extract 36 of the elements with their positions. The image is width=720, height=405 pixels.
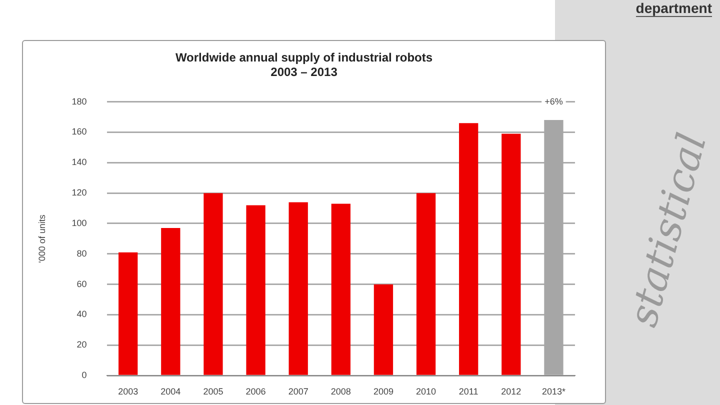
y-tick-label: 180 (72, 96, 87, 106)
bar (459, 123, 478, 375)
y-tick-label: 100 (72, 218, 87, 228)
bar (288, 202, 308, 375)
bar (204, 193, 223, 375)
x-tick-label: 2012 (501, 386, 522, 396)
y-tick-label: 20 (76, 340, 87, 350)
text: department (636, 0, 712, 17)
text: 2003 – 2013 (270, 64, 338, 79)
x-tick-label: 2005 (203, 386, 224, 396)
bar (161, 228, 180, 375)
x-tick-label: 2006 (246, 386, 266, 396)
x-tick-label: 2010 (416, 386, 436, 396)
y-axis-title: '000 of units (36, 214, 47, 263)
bar (331, 204, 350, 375)
x-tick-label: 2008 (330, 386, 351, 396)
y-tick-label: 60 (76, 278, 87, 289)
bar (374, 284, 394, 375)
x-tick-label: 2013* (542, 386, 566, 396)
y-tick-label: 120 (72, 188, 87, 198)
annotation: +6% (544, 96, 563, 107)
x-tick-label: 2004 (160, 386, 181, 396)
bar (416, 193, 436, 375)
bar (246, 205, 266, 375)
y-tick-label: 0 (82, 370, 87, 380)
text: Worldwide annual supply of industrial robots (175, 50, 433, 65)
bar (118, 252, 138, 375)
x-tick-label: 2011 (458, 386, 478, 396)
x-tick-label: 2007 (288, 386, 308, 396)
y-tick-label: 40 (76, 309, 87, 320)
x-tick-label: 2009 (373, 386, 394, 396)
y-tick-label: 80 (76, 248, 87, 258)
y-tick-label: 140 (72, 157, 87, 168)
bar (502, 134, 521, 375)
x-tick-label: 2003 (118, 386, 138, 396)
y-tick-label: 160 (72, 126, 87, 137)
